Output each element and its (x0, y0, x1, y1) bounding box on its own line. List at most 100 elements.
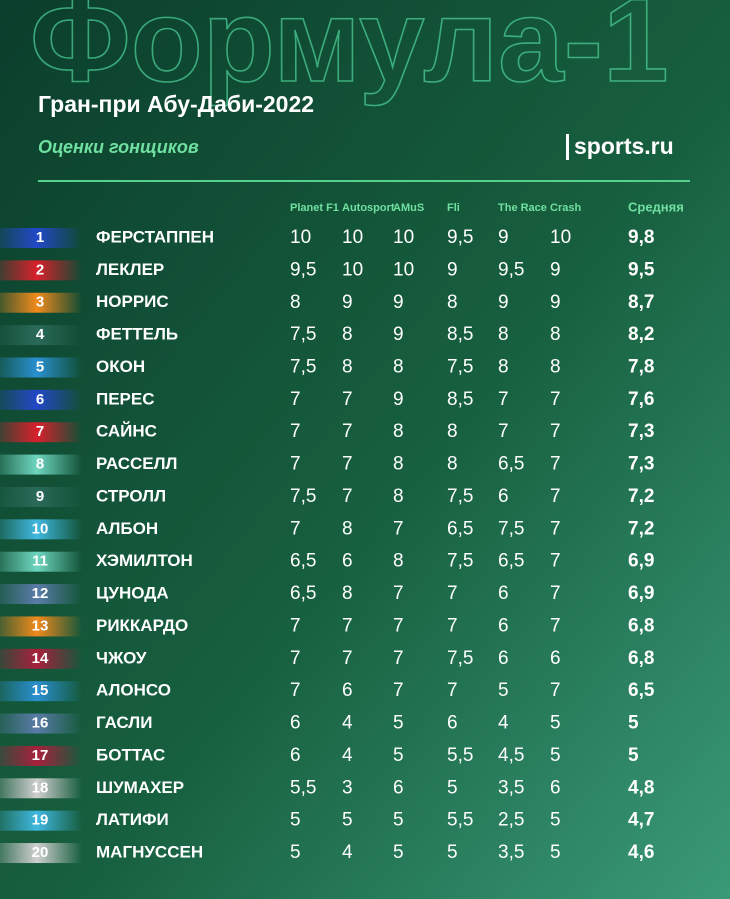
score: 6,5 (447, 518, 473, 539)
team-stripe (0, 681, 82, 702)
score: 5 (498, 680, 509, 701)
score: 7 (550, 421, 561, 442)
column-header: Autosport (342, 202, 395, 214)
position: 19 (32, 812, 49, 829)
team-stripe (0, 357, 82, 378)
score: 8 (393, 454, 404, 475)
score: 5,5 (447, 745, 473, 766)
driver-name: НОРРИС (96, 292, 169, 311)
driver-name: РИККАРДО (96, 616, 188, 635)
score: 9 (498, 292, 509, 313)
driver-name: ЦУНОДА (96, 584, 169, 603)
position: 16 (32, 715, 49, 732)
score: 9 (447, 259, 458, 280)
average: 6,8 (628, 615, 654, 636)
score: 6,5 (498, 454, 524, 475)
score: 9 (342, 292, 353, 313)
score: 7,5 (290, 356, 316, 377)
score: 8 (342, 518, 353, 539)
score: 5 (447, 777, 458, 798)
score: 6,5 (498, 551, 524, 572)
average: 7,3 (628, 454, 654, 475)
average: 5 (628, 745, 639, 766)
score: 7 (550, 389, 561, 410)
team-stripe (0, 325, 82, 346)
score: 8,5 (447, 389, 473, 410)
column-header: Fli (447, 202, 460, 214)
score: 7,5 (447, 648, 473, 669)
score: 10 (342, 227, 363, 248)
team-stripe (0, 745, 82, 766)
average: 8,7 (628, 292, 654, 313)
score: 8 (290, 292, 301, 313)
team-stripe (0, 713, 82, 734)
average-header: Средняя (628, 199, 684, 214)
score: 8 (550, 324, 561, 345)
logo: sports.ru (574, 133, 674, 159)
score: 9,5 (498, 259, 524, 280)
average: 4,6 (628, 842, 654, 863)
score: 7 (290, 421, 301, 442)
team-stripe (0, 778, 82, 799)
team-stripe (0, 519, 82, 540)
position: 13 (32, 617, 49, 634)
score: 7 (498, 389, 509, 410)
average: 7,8 (628, 356, 654, 377)
score: 7 (342, 454, 353, 475)
score: 7,5 (447, 356, 473, 377)
average: 5 (628, 713, 639, 734)
position: 6 (36, 391, 44, 408)
score: 4 (498, 713, 509, 734)
position: 8 (36, 456, 44, 473)
team-stripe (0, 616, 82, 637)
score: 7 (290, 680, 301, 701)
score: 7 (550, 615, 561, 636)
position: 1 (36, 229, 44, 246)
score: 4 (342, 745, 353, 766)
column-header: AMuS (393, 202, 424, 214)
score: 10 (342, 259, 363, 280)
score: 5 (550, 745, 561, 766)
driver-name: МАГНУССЕН (96, 843, 203, 862)
position: 14 (32, 650, 49, 667)
score: 6 (290, 745, 301, 766)
score: 7,5 (290, 324, 316, 345)
driver-name: БОТТАС (96, 745, 165, 764)
average: 7,2 (628, 518, 654, 539)
score: 7 (290, 518, 301, 539)
score: 5 (342, 810, 353, 831)
score: 5,5 (290, 777, 316, 798)
score: 7 (290, 389, 301, 410)
score: 7 (290, 454, 301, 475)
position: 12 (32, 585, 49, 602)
score: 5 (550, 713, 561, 734)
score: 8 (550, 356, 561, 377)
caption: Оценки гонщиков (38, 137, 199, 157)
team-stripe (0, 843, 82, 864)
score: 9 (550, 292, 561, 313)
driver-name: ФЕРСТАППЕН (96, 227, 214, 246)
score: 6 (550, 648, 561, 669)
driver-name: САЙНС (96, 422, 157, 441)
driver-name: ФЕТТЕЛЬ (96, 325, 178, 344)
score: 7 (447, 680, 458, 701)
score: 8 (393, 421, 404, 442)
score: 4 (342, 713, 353, 734)
column-header: The Race (498, 202, 547, 214)
score: 7 (393, 615, 404, 636)
driver-name: АЛОНСО (96, 681, 171, 700)
big-title: Формула-1 (30, 0, 669, 107)
average: 7,6 (628, 389, 654, 410)
score: 7 (393, 518, 404, 539)
average: 4,7 (628, 810, 654, 831)
score: 6,5 (290, 551, 316, 572)
score: 7,5 (498, 518, 524, 539)
score: 7 (342, 615, 353, 636)
column-header: Planet F1 (290, 202, 339, 214)
score: 7 (550, 583, 561, 604)
driver-name: ЛАТИФИ (96, 810, 169, 829)
score: 9 (550, 259, 561, 280)
score: 8 (342, 356, 353, 377)
score: 8 (393, 486, 404, 507)
